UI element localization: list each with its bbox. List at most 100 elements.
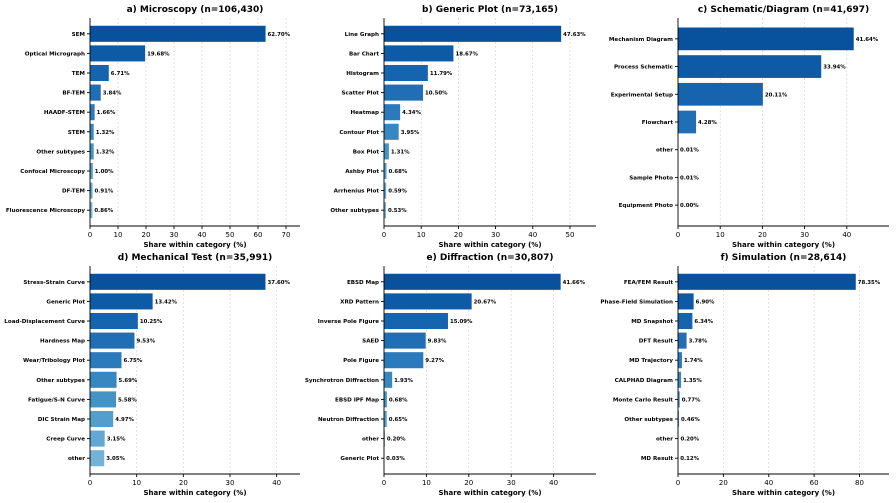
x-tick-label: 20 [454, 231, 463, 239]
bar-mechanism-diagram [678, 27, 854, 51]
value-label: 6.34% [694, 319, 713, 325]
category-label: other [68, 456, 85, 462]
x-tick-label: 50 [226, 231, 235, 239]
value-label: 9.83% [428, 339, 447, 345]
bar-process-schematic [678, 55, 822, 78]
x-axis-label: Share within category (%) [143, 241, 246, 249]
category-label: DFT Result [639, 339, 674, 345]
category-label: Hardness Map [40, 339, 85, 345]
bar-other-subtypes [384, 202, 386, 219]
x-tick-label: 0 [382, 479, 386, 487]
x-tick-label: 40 [198, 231, 207, 239]
bar-creep-curve [90, 430, 105, 447]
category-label: Fluorescence Microscopy [6, 208, 85, 214]
value-label: 11.79% [430, 71, 453, 77]
category-label: Mechanism Diagram [609, 37, 673, 43]
x-tick-label: 20 [142, 231, 151, 239]
value-label: 3.15% [107, 437, 126, 443]
value-label: 0.01% [680, 148, 699, 154]
value-label: 0.20% [680, 437, 699, 443]
chart-title: b) Generic Plot (n=73,165) [422, 5, 558, 15]
category-label: other [362, 437, 379, 443]
bar-stem [90, 123, 94, 140]
value-label: 5.58% [118, 397, 137, 403]
bar-scatter-plot [384, 84, 424, 101]
bar-haadf-stem [90, 104, 95, 121]
value-label: 4.34% [402, 110, 421, 116]
category-label: Other subtypes [624, 417, 673, 423]
chart-title: d) Mechanical Test (n=35,991) [118, 253, 272, 263]
category-label: Other subtypes [36, 378, 85, 384]
x-tick-label: 30 [226, 479, 235, 487]
value-label: 0.03% [386, 456, 405, 462]
category-label: other [656, 437, 673, 443]
x-tick-label: 40 [842, 231, 851, 239]
bar-neutron-diffraction [384, 410, 387, 428]
category-label: Line Graph [345, 32, 379, 38]
value-label: 78.35% [858, 280, 881, 286]
x-tick-label: 20 [464, 479, 473, 487]
x-tick-label: 30 [170, 231, 179, 239]
value-label: 4.28% [698, 120, 717, 126]
x-tick-label: 20 [758, 231, 767, 239]
bar-heatmap [384, 104, 401, 121]
panel-generic-plot: 0 10 20 30 40 50 Line Graph 47.63% Bar Chart 18.6… [330, 5, 596, 249]
category-label: EBSD IPF Map [335, 397, 379, 403]
x-tick-label: 0 [382, 231, 386, 239]
category-label: Process Schematic [614, 65, 673, 71]
bar-monte-carlo-result [678, 391, 680, 408]
value-label: 3.78% [689, 339, 708, 345]
value-label: 19.68% [147, 51, 170, 57]
bar-fatigue-s-n-curve [90, 391, 117, 408]
bar-md-snapshot [678, 312, 693, 330]
x-tick-label: 40 [764, 479, 773, 487]
category-label: Pole Figure [343, 358, 379, 364]
value-label: 47.63% [563, 32, 586, 38]
bar-other-subtypes [678, 410, 680, 428]
category-label: Flowchart [642, 120, 674, 126]
bar-confocal-microscopy [90, 162, 93, 180]
x-tick-label: 0 [676, 231, 680, 239]
category-label: Ashby Plot [345, 169, 379, 175]
x-tick-label: 30 [800, 231, 809, 239]
bar-df-tem [90, 182, 93, 199]
value-label: 0.53% [388, 208, 407, 214]
x-axis-label: Share within category (%) [732, 489, 835, 497]
value-label: 1.32% [96, 149, 115, 155]
x-tick-label: 40 [272, 479, 281, 487]
chart-title: a) Microscopy (n=106,430) [127, 5, 264, 15]
category-label: HAADF-STEM [44, 110, 86, 116]
value-label: 33.94% [823, 65, 846, 71]
category-label: Contour Plot [339, 130, 379, 136]
category-label: Experimental Setup [611, 92, 673, 98]
x-tick-label: 70 [282, 231, 291, 239]
category-label: Inverse Pole Figure [318, 319, 379, 325]
chart-title: f) Simulation (n=28,614) [721, 253, 847, 263]
category-label: Synchrotron Diffraction [305, 378, 379, 384]
panel-mechanical-test: 0 10 20 30 40 Stress-Strain Curve 37.60% Generi… [4, 253, 300, 497]
value-label: 0.68% [389, 169, 408, 175]
value-label: 20.67% [474, 299, 497, 305]
bar-other-subtypes [90, 371, 117, 388]
bar-wear-tribology-plot [90, 352, 122, 369]
category-label: MD Result [641, 456, 673, 462]
bar-hardness-map [90, 332, 135, 349]
bar-flowchart [678, 110, 697, 134]
bar-fluorescence-microscopy [90, 202, 93, 219]
value-label: 0.91% [95, 189, 114, 195]
value-label: 41.66% [563, 280, 586, 286]
category-label: TEM [72, 71, 86, 77]
bar-bf-tem [90, 84, 101, 101]
value-label: 3.05% [106, 456, 125, 462]
value-label: 9.27% [425, 358, 444, 364]
value-label: 0.59% [388, 189, 407, 195]
x-tick-label: 80 [855, 479, 864, 487]
bar-ebsd-ipf-map [384, 391, 387, 408]
bar-calphad-diagram [678, 371, 682, 388]
value-label: 3.84% [103, 91, 122, 97]
x-tick-label: 50 [566, 231, 575, 239]
x-axis-label: Share within category (%) [438, 241, 541, 249]
bar-synchrotron-diffraction [384, 371, 393, 388]
bar-ebsd-map [384, 273, 561, 290]
